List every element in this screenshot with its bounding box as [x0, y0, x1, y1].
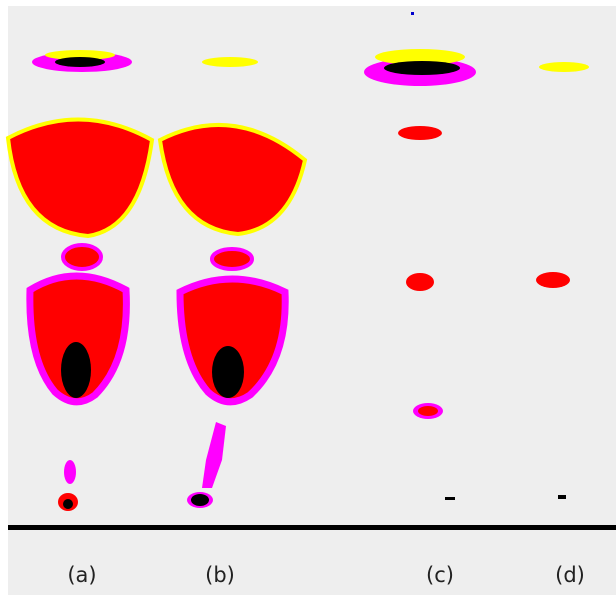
lane-label: (a) — [67, 563, 96, 587]
lane-label: (b) — [205, 563, 235, 587]
lane-label: (c) — [426, 563, 454, 587]
lane-label: (d) — [555, 563, 585, 587]
page: (a) (b) (c) (d) — [0, 0, 616, 595]
tlc-plate-image: (a) (b) (c) (d) — [0, 0, 616, 595]
baseline — [8, 525, 616, 530]
